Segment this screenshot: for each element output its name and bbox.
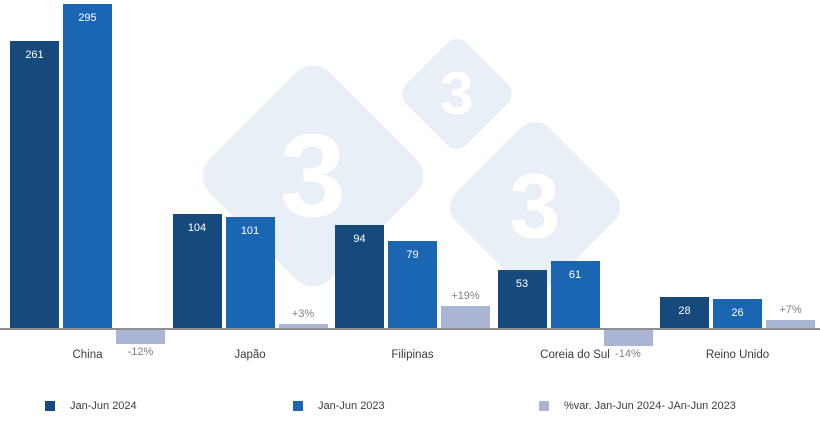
var-label: +3% bbox=[291, 308, 315, 320]
bar-2024 bbox=[497, 270, 547, 328]
bar-2023 bbox=[63, 4, 112, 328]
bar-var bbox=[278, 324, 328, 328]
bar-value-label: 295 bbox=[78, 12, 97, 24]
legend-label: %var. Jan-Jun 2024- JAn-Jun 2023 bbox=[564, 400, 736, 412]
bar-2023 bbox=[225, 217, 275, 328]
bar-var bbox=[441, 306, 490, 328]
legend-label: Jan-Jun 2023 bbox=[318, 400, 385, 412]
category-label: China bbox=[72, 349, 103, 361]
category-label: Filipinas bbox=[391, 349, 434, 361]
bar-value-label: 26 bbox=[731, 307, 744, 319]
var-label: -14% bbox=[615, 348, 641, 360]
bar-value-label: 53 bbox=[515, 278, 529, 290]
bar-2024 bbox=[335, 225, 384, 328]
bar-var bbox=[766, 320, 815, 328]
legend-swatch-var bbox=[539, 401, 549, 411]
legend-item: Jan-Jun 2023 bbox=[293, 399, 385, 413]
bar-2024 bbox=[172, 214, 222, 328]
bar-value-label: 104 bbox=[187, 222, 207, 234]
var-label: -12% bbox=[127, 346, 154, 358]
legend-item: Jan-Jun 2024 bbox=[45, 399, 137, 413]
bar-var bbox=[116, 330, 165, 344]
bar-2023 bbox=[713, 299, 762, 328]
bar-value-label: 28 bbox=[678, 305, 691, 317]
bar-value-label: 94 bbox=[353, 233, 366, 245]
bar-value-label: 101 bbox=[240, 225, 260, 237]
bar-2023 bbox=[388, 241, 437, 328]
category-label: Coreia do Sul bbox=[540, 349, 610, 361]
bar-2024 bbox=[10, 41, 59, 328]
bar-2023 bbox=[550, 261, 600, 328]
legend-item: %var. Jan-Jun 2024- JAn-Jun 2023 bbox=[539, 399, 736, 413]
category-label: Reino Unido bbox=[705, 349, 770, 361]
legend-swatch-2024 bbox=[45, 401, 55, 411]
bar-value-label: 261 bbox=[25, 49, 44, 61]
bar-value-label: 61 bbox=[568, 269, 582, 281]
var-label: +7% bbox=[779, 304, 802, 316]
x-axis-line bbox=[0, 328, 820, 330]
category-label: Japão bbox=[234, 349, 266, 361]
bar-2024 bbox=[660, 297, 709, 328]
legend-swatch-2023 bbox=[293, 401, 303, 411]
bar-value-label: 79 bbox=[406, 249, 419, 261]
legend-label: Jan-Jun 2024 bbox=[70, 400, 137, 412]
bar-var bbox=[603, 330, 653, 346]
var-label: +19% bbox=[451, 290, 480, 302]
